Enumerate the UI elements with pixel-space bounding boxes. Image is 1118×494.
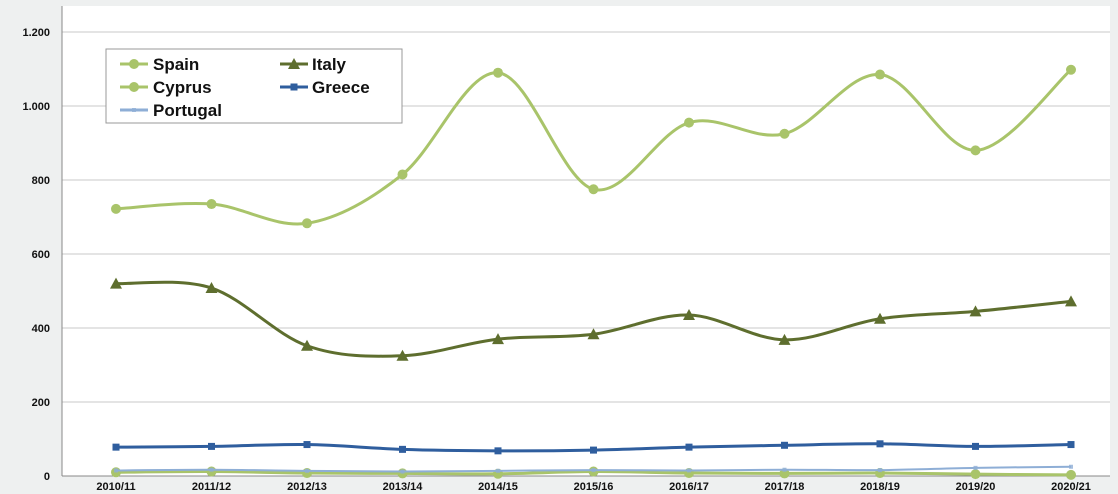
spain-point — [875, 69, 885, 80]
y-tick-label: 600 — [32, 249, 50, 261]
legend-marker-cyprus — [129, 82, 139, 92]
greece-point — [876, 440, 884, 448]
spain-point — [1066, 64, 1076, 75]
italy-point — [110, 277, 122, 289]
portugal-point — [400, 469, 405, 474]
legend-item-greece: Greece — [280, 78, 370, 97]
greece-point — [303, 441, 311, 449]
x-tick-label: 2011/12 — [192, 481, 231, 493]
italy-point — [874, 312, 886, 324]
spain-point — [493, 67, 503, 78]
italy-point — [492, 333, 504, 345]
x-tick-label: 2013/14 — [383, 481, 424, 493]
legend-label-cyprus: Cyprus — [153, 78, 212, 97]
series-spain — [111, 64, 1076, 229]
portugal-point — [496, 468, 500, 473]
spain-point — [588, 184, 599, 195]
x-tick-label: 2017/18 — [765, 481, 805, 493]
legend-marker-italy — [288, 58, 300, 69]
italy-point — [587, 328, 600, 340]
legend-label-spain: Spain — [153, 55, 199, 74]
series-portugal — [114, 464, 1073, 474]
spain-point — [206, 199, 217, 210]
portugal-point — [782, 467, 787, 472]
greece-point — [685, 443, 693, 451]
y-tick-label: 800 — [32, 175, 50, 187]
x-tick-label: 2010/11 — [96, 481, 135, 493]
legend-marker-portugal — [132, 108, 136, 112]
legend-item-cyprus: Cyprus — [120, 78, 212, 97]
legend-box — [105, 48, 403, 124]
series-italy — [110, 277, 1077, 361]
series-layer — [110, 64, 1077, 480]
cyprus-point — [1066, 469, 1076, 480]
y-tick-label: 200 — [32, 397, 50, 409]
y-tick-label: 1.000 — [22, 101, 50, 113]
greece-point — [781, 441, 788, 449]
italy-point — [778, 333, 791, 345]
spain-point — [684, 117, 694, 128]
y-tick-label: 1.200 — [22, 27, 50, 39]
italy-point — [301, 339, 313, 351]
portugal-point — [878, 468, 882, 473]
legend: Spain Italy Cyprus Greece Portugal — [105, 48, 403, 124]
portugal-point — [114, 468, 118, 473]
y-tick-label: 0 — [44, 471, 50, 483]
x-tick-label: 2014/15 — [478, 481, 518, 493]
series-greece — [112, 440, 1075, 455]
greece-point — [1067, 441, 1075, 449]
legend-label-italy: Italy — [312, 55, 347, 74]
spain-point — [779, 128, 790, 139]
x-tick-label: 2019/20 — [956, 481, 996, 493]
greece-point — [590, 446, 597, 454]
portugal-point — [209, 467, 214, 472]
greece-point — [494, 447, 502, 455]
x-tick-label: 2018/19 — [860, 481, 900, 493]
cyprus-point — [970, 469, 981, 480]
spain-point — [302, 218, 312, 229]
legend-label-greece: Greece — [312, 78, 370, 97]
greece-point — [208, 442, 215, 450]
x-tick-label: 2020/21 — [1051, 481, 1091, 493]
greece-point — [112, 443, 120, 451]
greece-point — [399, 445, 406, 453]
x-tick-label: 2012/13 — [287, 481, 327, 493]
legend-item-spain: Spain — [120, 55, 199, 74]
spain-point — [970, 145, 981, 156]
legend-marker-greece — [290, 83, 298, 91]
greece-point — [972, 442, 979, 450]
portugal-point — [591, 468, 596, 473]
legend-label-portugal: Portugal — [153, 101, 222, 120]
portugal-point — [305, 468, 309, 473]
x-axis: 2010/11 2011/12 2012/13 2013/14 2014/15 2015/… — [62, 475, 1110, 493]
legend-item-italy: Italy — [280, 55, 347, 74]
spain-point — [397, 169, 408, 180]
portugal-point — [1069, 464, 1073, 469]
italy-point — [969, 305, 982, 317]
x-tick-label: 2015/16 — [574, 481, 614, 493]
italy-point — [205, 282, 218, 294]
cyprus-point — [779, 468, 790, 479]
italy-point — [1065, 295, 1077, 307]
italy-point — [683, 309, 695, 321]
italy-point — [396, 349, 409, 361]
portugal-point — [973, 465, 978, 470]
y-tick-label: 400 — [32, 323, 50, 335]
portugal-point — [687, 468, 691, 473]
y-axis: 0 200 400 600 800 1.000 1.200 — [22, 6, 63, 483]
spain-point — [111, 203, 121, 214]
legend-item-portugal: Portugal — [120, 101, 222, 120]
legend-marker-spain — [129, 59, 139, 69]
x-tick-label: 2016/17 — [669, 481, 709, 493]
